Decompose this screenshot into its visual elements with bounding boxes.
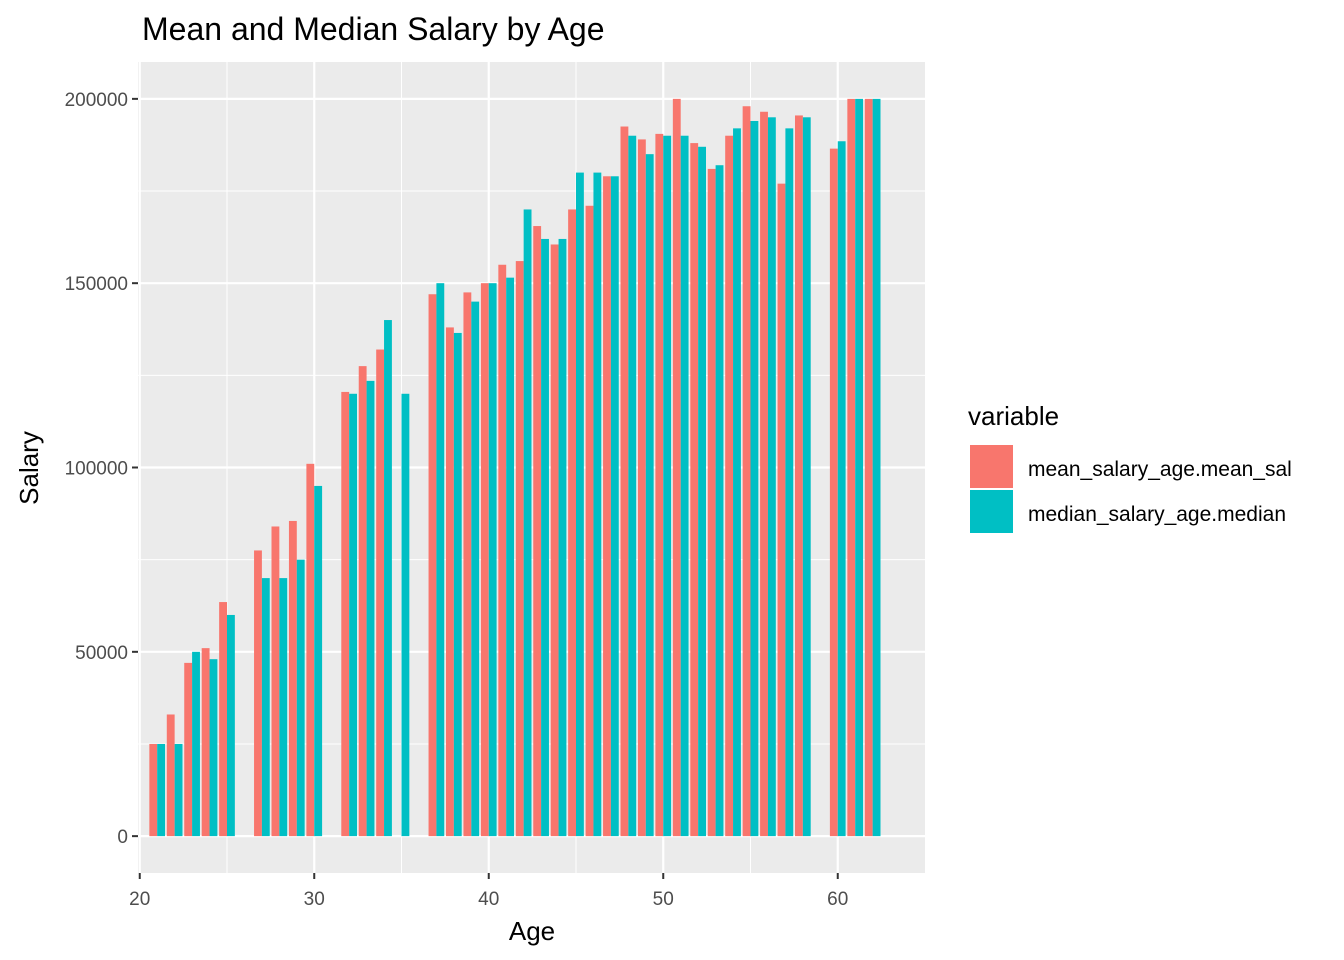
bar-median-age-25 bbox=[226, 614, 235, 837]
chart-title: Mean and Median Salary by Age bbox=[142, 11, 605, 47]
legend-key-median bbox=[970, 490, 1013, 533]
bar-mean-age-51 bbox=[672, 98, 681, 837]
bar-mean-age-53 bbox=[707, 168, 716, 837]
bar-median-age-57 bbox=[785, 128, 794, 837]
bar-median-age-38 bbox=[453, 332, 462, 837]
bar-median-age-35 bbox=[401, 393, 410, 837]
x-tick-label: 40 bbox=[478, 889, 499, 910]
x-tick-label: 30 bbox=[304, 889, 325, 910]
bar-median-age-32 bbox=[349, 393, 357, 837]
bar-mean-age-33 bbox=[358, 366, 367, 837]
legend: variable mean_salary_age.mean_sal median… bbox=[968, 401, 1292, 533]
legend-label-mean: mean_salary_age.mean_sal bbox=[1028, 458, 1292, 481]
bar-mean-age-40 bbox=[480, 283, 489, 837]
bar-mean-age-56 bbox=[760, 111, 768, 837]
bar-mean-age-61 bbox=[847, 98, 856, 837]
bar-median-age-44 bbox=[558, 238, 567, 837]
bar-median-age-58 bbox=[802, 117, 811, 837]
bar-mean-age-41 bbox=[498, 264, 507, 837]
bar-median-age-46 bbox=[593, 172, 602, 837]
bar-median-age-48 bbox=[628, 135, 637, 837]
bar-mean-age-34 bbox=[376, 349, 385, 837]
bar-median-age-41 bbox=[506, 277, 515, 837]
bar-mean-age-24 bbox=[201, 648, 210, 837]
bar-median-age-55 bbox=[750, 120, 759, 837]
axis-ticks: 20 30 40 50 60 0 50000 100000 150000 200000 bbox=[65, 90, 849, 910]
y-tick-label: 150000 bbox=[65, 274, 128, 295]
bar-median-age-52 bbox=[698, 146, 707, 837]
bar-median-age-60 bbox=[837, 141, 846, 837]
bar-mean-age-28 bbox=[271, 526, 280, 837]
bar-median-age-30 bbox=[314, 485, 323, 837]
legend-label-median: median_salary_age.median bbox=[1028, 503, 1286, 526]
bar-median-age-22 bbox=[174, 743, 183, 837]
bar-mean-age-37 bbox=[428, 294, 437, 837]
bar-median-age-53 bbox=[715, 165, 724, 837]
legend-title: variable bbox=[968, 401, 1059, 431]
y-tick-label: 0 bbox=[117, 827, 128, 848]
x-tick-label: 50 bbox=[653, 889, 674, 910]
bar-median-age-39 bbox=[471, 301, 480, 837]
bar-median-age-50 bbox=[663, 135, 672, 837]
bar-mean-age-42 bbox=[515, 261, 524, 837]
bar-median-age-34 bbox=[384, 320, 392, 837]
bar-mean-age-50 bbox=[655, 133, 664, 837]
bar-median-age-45 bbox=[575, 172, 584, 837]
y-tick-label: 100000 bbox=[65, 459, 128, 480]
bar-mean-age-25 bbox=[219, 602, 227, 837]
bar-mean-age-22 bbox=[166, 714, 175, 837]
bar-mean-age-29 bbox=[288, 520, 297, 837]
bar-mean-age-39 bbox=[463, 292, 472, 837]
bar-mean-age-60 bbox=[829, 148, 838, 837]
bar-median-age-61 bbox=[855, 98, 864, 837]
bar-mean-age-62 bbox=[864, 98, 873, 837]
bar-median-age-23 bbox=[192, 651, 200, 837]
bar-mean-age-27 bbox=[254, 550, 262, 837]
bar-mean-age-58 bbox=[794, 115, 803, 837]
bar-mean-age-44 bbox=[550, 244, 559, 837]
bar-mean-age-46 bbox=[585, 205, 594, 837]
y-axis-title: Salary bbox=[14, 431, 44, 505]
bar-median-age-51 bbox=[680, 135, 689, 837]
legend-key-mean bbox=[970, 445, 1013, 488]
x-tick-label: 20 bbox=[129, 889, 150, 910]
bar-mean-age-43 bbox=[533, 226, 542, 837]
bar-mean-age-49 bbox=[637, 139, 646, 837]
bar-median-age-37 bbox=[436, 283, 445, 837]
x-axis-title: Age bbox=[509, 916, 555, 946]
bar-median-age-28 bbox=[279, 578, 288, 837]
bars bbox=[149, 98, 881, 837]
bar-median-age-47 bbox=[610, 176, 619, 837]
bar-median-age-54 bbox=[733, 128, 741, 837]
bar-mean-age-21 bbox=[149, 743, 158, 837]
bar-median-age-49 bbox=[645, 154, 654, 837]
bar-mean-age-48 bbox=[620, 126, 629, 837]
bar-median-age-29 bbox=[296, 559, 305, 837]
bar-median-age-62 bbox=[872, 98, 881, 837]
bar-median-age-33 bbox=[366, 380, 375, 837]
x-tick-label: 60 bbox=[827, 889, 848, 910]
bar-mean-age-54 bbox=[725, 135, 734, 837]
bar-mean-age-52 bbox=[690, 143, 699, 837]
bar-median-age-27 bbox=[261, 578, 270, 837]
bar-median-age-56 bbox=[767, 117, 776, 837]
y-tick-label: 200000 bbox=[65, 90, 128, 111]
bar-median-age-43 bbox=[541, 238, 549, 837]
bar-median-age-21 bbox=[157, 743, 166, 837]
bar-mean-age-47 bbox=[603, 176, 611, 837]
bar-mean-age-57 bbox=[777, 183, 786, 837]
bar-mean-age-23 bbox=[184, 662, 193, 837]
bar-mean-age-30 bbox=[306, 463, 315, 837]
bar-median-age-42 bbox=[523, 209, 532, 837]
bar-median-age-40 bbox=[488, 283, 497, 837]
bar-mean-age-38 bbox=[445, 327, 454, 837]
bar-mean-age-45 bbox=[568, 209, 576, 837]
bar-median-age-24 bbox=[209, 659, 218, 837]
y-tick-label: 50000 bbox=[75, 643, 128, 664]
bar-mean-age-55 bbox=[742, 106, 751, 837]
bar-mean-age-32 bbox=[341, 391, 350, 837]
